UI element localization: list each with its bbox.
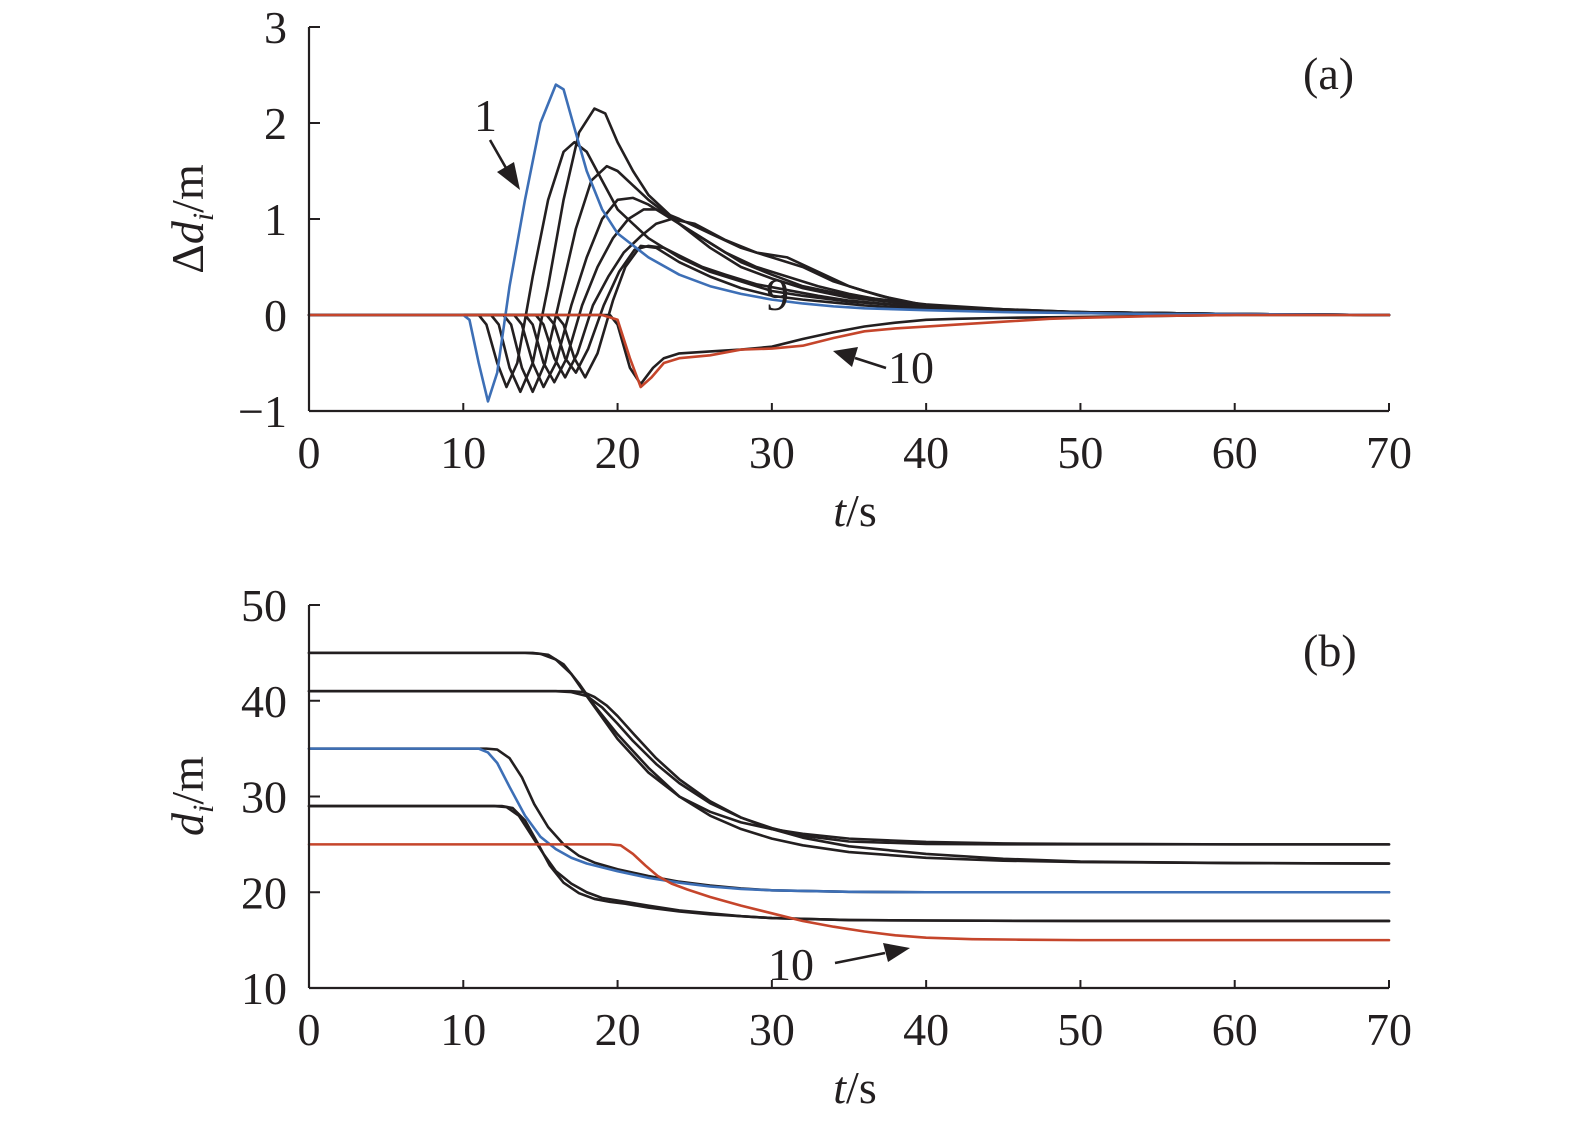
- x-tick-label: 0: [298, 427, 321, 478]
- x-tick-label: 50: [1057, 427, 1103, 478]
- panel-b-ylabel: di/m: [162, 756, 220, 836]
- series-vehicle-10: [307, 313, 1391, 389]
- annotation-vehicle-10-b: 10: [768, 939, 814, 990]
- x-tick-label: 70: [1366, 427, 1412, 478]
- series-vehicle-1: [307, 747, 1391, 894]
- panel-b-series: [307, 651, 1391, 942]
- x-tick-label: 60: [1212, 1004, 1258, 1055]
- x-tick-label: 60: [1212, 427, 1258, 478]
- y-tick-label: 2: [264, 98, 287, 149]
- arrowhead-vehicle-10: [833, 347, 858, 367]
- y-tick-label: 3: [264, 2, 287, 53]
- series-vehicle-10: [307, 843, 1391, 942]
- y-tick-label: 10: [241, 963, 287, 1014]
- x-tick-label: 50: [1057, 1004, 1103, 1055]
- x-tick-label: 10: [440, 427, 486, 478]
- series-line: [307, 747, 1391, 894]
- y-tick-label: 40: [241, 676, 287, 727]
- panel-b-label: (b): [1303, 625, 1357, 676]
- panel-a-series: [307, 83, 1391, 403]
- x-tick-label: 10: [440, 1004, 486, 1055]
- y-tick-label: 50: [241, 580, 287, 631]
- annotation-vehicle-9: 9: [766, 269, 789, 320]
- panel-a-ylabel: Δdi/m: [162, 164, 220, 274]
- series-line: [307, 689, 1391, 846]
- x-tick-label: 0: [298, 1004, 321, 1055]
- series-vehicle-1: [307, 83, 1391, 403]
- x-tick-label: 40: [903, 1004, 949, 1055]
- y-tick-label: 0: [264, 290, 287, 341]
- panel-b-xlabel: t/s: [833, 1062, 876, 1113]
- annotation-vehicle-10: 10: [888, 342, 934, 393]
- arrowhead-vehicle-10-b: [883, 943, 910, 962]
- panel-b-annotations: 10: [768, 939, 910, 990]
- arrowhead-vehicle-1: [497, 162, 520, 190]
- series-line: [307, 804, 1391, 923]
- series-line: [307, 651, 1391, 865]
- y-tick-label: 20: [241, 867, 287, 918]
- x-tick-label: 20: [595, 427, 641, 478]
- annotation-vehicle-1: 1: [474, 90, 497, 141]
- y-tick-label: 30: [241, 772, 287, 823]
- x-tick-label: 70: [1366, 1004, 1412, 1055]
- x-tick-label: 40: [903, 427, 949, 478]
- series-line: [307, 689, 1391, 865]
- x-tick-label: 20: [595, 1004, 641, 1055]
- arrow-vehicle-10: [854, 356, 887, 370]
- x-tick-label: 30: [749, 427, 795, 478]
- panel-a-xlabel: t/s: [833, 485, 876, 536]
- panel-a-annotations: 1 9 10: [474, 90, 934, 393]
- panel-a-label: (a): [1303, 48, 1354, 99]
- arrow-vehicle-10-b: [834, 951, 886, 965]
- y-tick-label: −1: [238, 386, 287, 437]
- y-tick-label: 1: [264, 194, 287, 245]
- x-tick-label: 30: [749, 1004, 795, 1055]
